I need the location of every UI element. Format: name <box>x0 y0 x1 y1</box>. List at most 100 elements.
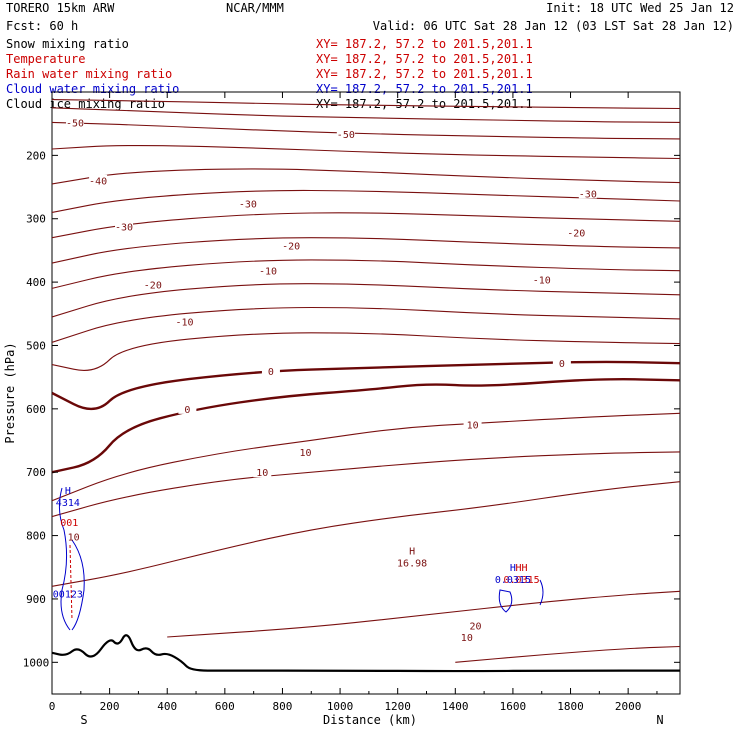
temperature-contour <box>52 412 680 502</box>
y-tick-label: 1000 <box>23 656 50 669</box>
legend-label: Temperature <box>6 52 85 66</box>
contour-label-bg <box>457 630 476 642</box>
contour-label-bg <box>143 278 162 290</box>
extremum-value: 4314 <box>56 498 80 509</box>
cloud-water-contour <box>58 487 71 631</box>
model-name: TORERO 15km ARW <box>6 1 115 15</box>
legend-xy-range: XY= 187.2, 57.2 to 201.5,201.1 <box>316 67 533 81</box>
temperature-contour <box>52 144 680 160</box>
extremum-symbol: H <box>409 547 415 558</box>
temperature-contour <box>52 168 680 185</box>
temperature-contour <box>52 99 680 110</box>
cloud-water-contour <box>71 539 85 631</box>
init-time: Init: 18 UTC Wed 25 Jan 12 <box>546 1 734 15</box>
contour-label: -30 <box>239 200 257 211</box>
x-tick-label: 0 <box>49 700 56 713</box>
temperature-contour <box>52 259 680 289</box>
rain-water-contour <box>69 544 73 621</box>
contour-label-bg <box>178 402 197 414</box>
y-tick-label: 800 <box>26 530 46 543</box>
cloud-water-contour <box>498 589 513 613</box>
extremum-symbol: H <box>65 486 71 497</box>
y-tick-label: 700 <box>26 466 46 479</box>
extremum-symbol: H <box>510 563 516 574</box>
legend-label: Rain water mixing ratio <box>6 67 172 81</box>
contour-label-bg <box>261 364 280 376</box>
extremum-value: 16.98 <box>397 559 427 570</box>
temperature-contour <box>455 645 680 663</box>
center-name: NCAR/MMM <box>226 1 284 15</box>
contour-label-bg <box>567 226 586 238</box>
forecast-hour: Fcst: 60 h <box>6 19 78 33</box>
temperature-contour <box>52 107 680 123</box>
temperature-contour <box>52 451 680 518</box>
contour-label: -10 <box>533 276 551 287</box>
contour-label-bg <box>89 174 108 186</box>
temperature-contour <box>52 283 680 318</box>
contour-label: -20 <box>282 241 300 252</box>
contour-label: -50 <box>66 118 84 129</box>
x-tick-label: 1600 <box>500 700 527 713</box>
contour-label: 0 <box>559 359 565 370</box>
legend-label: Snow mixing ratio <box>6 37 129 51</box>
contour-label: 0 <box>268 367 274 378</box>
temperature-contour <box>167 590 680 638</box>
extremum-symbol: HH <box>516 563 528 574</box>
contour-label: 0 <box>184 405 190 416</box>
temperature-contour <box>52 481 680 587</box>
contour-label: 10 <box>467 421 479 432</box>
terrain-profile <box>52 634 680 673</box>
temperature-contour <box>52 121 680 140</box>
x-tick-label: 1800 <box>557 700 584 713</box>
contour-label: -30 <box>115 222 133 233</box>
temperature-contour <box>52 189 680 213</box>
contour-label-bg <box>552 357 571 369</box>
contour-label: 10 <box>461 633 473 644</box>
contour-label-bg <box>282 239 301 251</box>
contour-label: -40 <box>89 177 107 188</box>
legend-label: Cloud water mixing ratio <box>6 82 179 96</box>
extremum-value: 00123 <box>53 590 83 601</box>
south-label: S <box>80 713 87 727</box>
legend-xy-range: XY= 187.2, 57.2 to 201.5,201.1 <box>316 52 533 66</box>
temperature-contour <box>52 360 680 411</box>
contour-label-bg <box>296 445 315 457</box>
extremum-value: 0.0315 <box>495 575 531 586</box>
contour-label-bg <box>463 418 482 430</box>
extremum-value: 10 <box>68 533 80 544</box>
axes: 0 200 400 600 800 1000 1200 1400 1600 1800 2000200… <box>23 92 680 713</box>
x-tick-label: 200 <box>100 700 120 713</box>
contour-label: -10 <box>175 317 193 328</box>
contour-label: -50 <box>337 130 355 141</box>
x-tick-label: 600 <box>215 700 235 713</box>
temperature-contour <box>52 332 680 371</box>
contour-label: -20 <box>144 281 162 292</box>
contour-label-bg <box>336 127 355 139</box>
x-tick-label: 1400 <box>442 700 469 713</box>
north-label: N <box>656 713 663 727</box>
y-tick-label: 400 <box>26 276 46 289</box>
contour-label-bg <box>175 315 194 327</box>
temperature-contour <box>52 378 680 474</box>
y-tick-label: 200 <box>26 149 46 162</box>
x-tick-label: 1000 <box>327 700 354 713</box>
legend-xy-range: XY= 187.2, 57.2 to 201.5,201.1 <box>316 97 533 111</box>
legend-xy-range: XY= 187.2, 57.2 to 201.5,201.1 <box>316 82 533 96</box>
legend-xy-range: XY= 187.2, 57.2 to 201.5,201.1 <box>316 37 533 51</box>
cloud-water-contour <box>539 579 544 606</box>
contour-label: -30 <box>579 189 597 200</box>
x-tick-label: 400 <box>157 700 177 713</box>
temperature-contour <box>52 212 680 239</box>
contour-label-bg <box>532 273 551 285</box>
contour-label-bg <box>259 264 278 276</box>
y-tick-label: 300 <box>26 213 46 226</box>
contour-label-bg <box>238 197 257 209</box>
contour-label-bg <box>66 116 85 128</box>
x-axis-label: Distance (km) <box>323 713 417 727</box>
y-tick-label: 600 <box>26 403 46 416</box>
x-tick-label: 1200 <box>384 700 411 713</box>
contour-label-bg <box>253 466 272 478</box>
contour-label: 20 <box>469 622 481 633</box>
contour-label: -20 <box>567 229 585 240</box>
contour-label-bg <box>115 220 134 232</box>
